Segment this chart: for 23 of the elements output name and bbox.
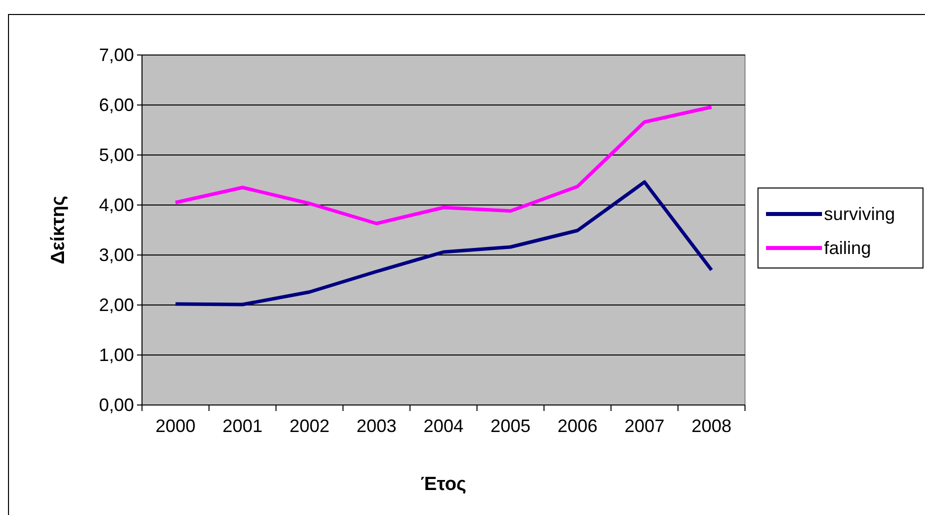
y-axis-title: Δείκτης: [48, 196, 69, 264]
x-tick-label: 2002: [289, 416, 330, 436]
x-tick-label: 2005: [490, 416, 531, 436]
y-tick-label: 4,00: [98, 194, 134, 215]
legend-label: surviving: [824, 204, 896, 224]
x-axis-title: Έτος: [420, 474, 466, 495]
x-tick-label: 2006: [557, 416, 598, 436]
y-tick-label: 3,00: [98, 244, 134, 265]
y-tick-label: 6,00: [98, 94, 134, 115]
x-tick-label: 2004: [423, 416, 464, 436]
y-tick-label: 2,00: [98, 294, 134, 315]
y-tick-label: 5,00: [98, 144, 134, 165]
x-tick-label: 2001: [222, 416, 263, 436]
y-tick-label: 7,00: [98, 44, 134, 65]
y-tick-label: 1,00: [98, 344, 134, 365]
y-tick-label: 0,00: [98, 394, 134, 415]
x-tick-label: 2008: [691, 416, 732, 436]
legend-label: failing: [824, 238, 872, 258]
x-tick-label: 2007: [624, 416, 665, 436]
line-series: [174, 180, 714, 306]
x-tick-label: 2003: [356, 416, 397, 436]
line-series: [174, 105, 714, 226]
x-tick-label: 2000: [155, 416, 196, 436]
